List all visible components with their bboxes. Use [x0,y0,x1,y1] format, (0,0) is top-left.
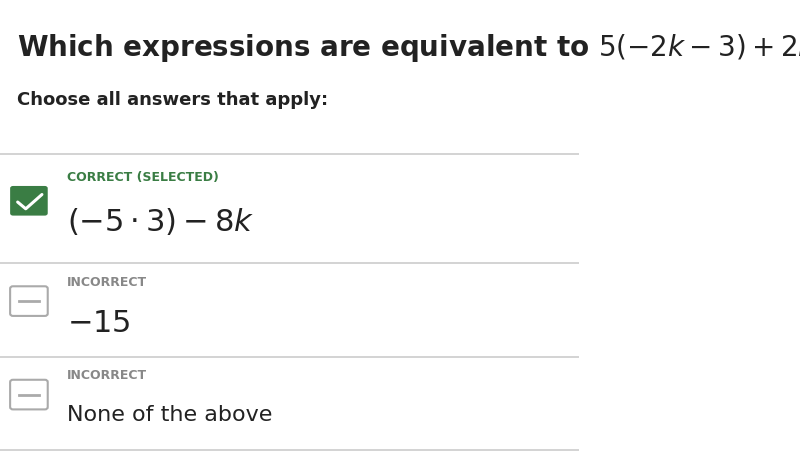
FancyBboxPatch shape [10,287,48,316]
Text: $(-5 \cdot 3) - 8k$: $(-5 \cdot 3) - 8k$ [66,205,254,236]
FancyBboxPatch shape [10,380,48,410]
Text: CORRECT (SELECTED): CORRECT (SELECTED) [66,171,218,184]
Text: $-15$: $-15$ [66,308,130,338]
Text: INCORRECT: INCORRECT [66,369,146,382]
FancyBboxPatch shape [10,187,48,216]
Text: INCORRECT: INCORRECT [66,275,146,288]
Text: Which expressions are equivalent to $5(-2k-3)+2k$ ?: Which expressions are equivalent to $5(-… [18,32,800,64]
Text: None of the above: None of the above [66,404,272,424]
Text: Choose all answers that apply:: Choose all answers that apply: [18,91,329,109]
